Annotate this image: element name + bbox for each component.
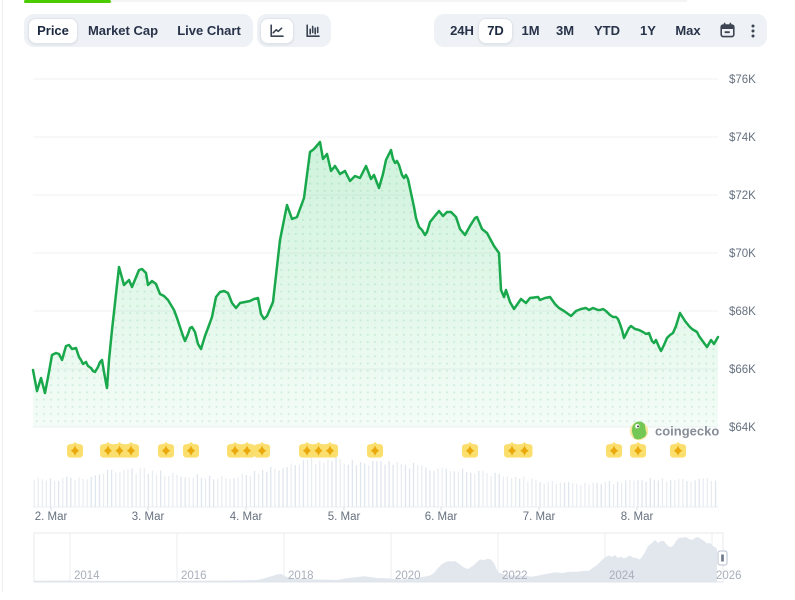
svg-text:$66K: $66K [729, 364, 756, 376]
svg-text:2016: 2016 [181, 570, 207, 582]
svg-text:2. Mar: 2. Mar [35, 511, 68, 523]
svg-text:4. Mar: 4. Mar [230, 511, 263, 523]
svg-text:2020: 2020 [395, 570, 421, 582]
svg-text:2014: 2014 [74, 570, 100, 582]
svg-text:2026: 2026 [716, 570, 742, 582]
svg-text:7. Mar: 7. Mar [523, 511, 556, 523]
svg-text:2018: 2018 [288, 570, 314, 582]
svg-text:5. Mar: 5. Mar [328, 511, 361, 523]
svg-text:3. Mar: 3. Mar [132, 511, 165, 523]
svg-text:$64K: $64K [729, 422, 756, 434]
svg-text:$70K: $70K [729, 248, 756, 260]
svg-text:$74K: $74K [729, 132, 756, 144]
svg-text:$76K: $76K [729, 74, 756, 86]
svg-text:$72K: $72K [729, 190, 756, 202]
svg-text:2024: 2024 [609, 570, 635, 582]
svg-text:6. Mar: 6. Mar [425, 511, 458, 523]
svg-text:8. Mar: 8. Mar [621, 511, 654, 523]
svg-text:coingecko: coingecko [655, 424, 719, 439]
svg-text:2022: 2022 [502, 570, 528, 582]
svg-text:$68K: $68K [729, 306, 756, 318]
